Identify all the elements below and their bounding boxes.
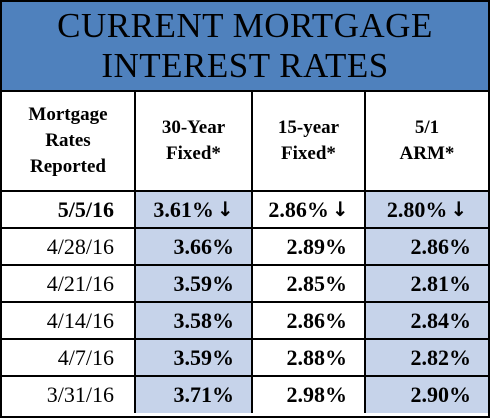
header-15-year: 15-year Fixed* [252,92,366,192]
title-banner: CURRENT MORTGAGE INTEREST RATES [2,2,488,92]
header-date-line-2: Rates [45,130,91,151]
down-arrow-icon: ↓ [450,196,468,221]
rate-30-year-cell: 3.61% ↓ [135,191,253,229]
rate-15-year: 2.86% [268,196,329,222]
header-15-year-line-2: Fixed* [281,143,336,164]
rate-arm: 2.84% [365,302,488,340]
rate-30-year: 3.59% [135,339,253,377]
header-date: Mortgage Rates Reported [2,92,136,192]
header-30-year-line-2: Fixed* [166,143,221,164]
header-30-year-line-1: 30-Year [161,117,226,138]
header-arm-line-1: 5/1 [414,117,440,138]
table-row: 4/28/16 3.66% 2.89% 2.86% [2,228,488,266]
row-date: 4/21/16 [2,265,136,303]
rate-30-year: 3.71% [135,376,253,413]
header-date-line-3: Reported [30,156,106,177]
rate-arm: 2.82% [365,339,488,377]
rate-30-year: 3.58% [135,302,253,340]
rate-arm: 2.80% [386,196,448,222]
rate-arm: 2.90% [365,376,488,413]
table-header-row: Mortgage Rates Reported 30-Year Fixed* 1… [2,92,488,192]
table-row: 4/21/16 3.59% 2.85% 2.81% [2,265,488,303]
rate-15-year: 2.86% [252,302,366,340]
title-line-2: INTEREST RATES [101,46,389,85]
rate-15-year: 2.89% [252,228,366,266]
down-arrow-icon: ↓ [331,196,349,221]
table-row: 4/7/16 3.59% 2.88% 2.82% [2,339,488,377]
rates-table: Mortgage Rates Reported 30-Year Fixed* 1… [2,92,488,413]
table-row-current: 5/5/16 3.61% ↓ 2.86% ↓ 2.80% ↓ [2,191,488,229]
row-date: 4/7/16 [2,339,136,377]
rate-arm-cell: 2.80% ↓ [365,191,488,229]
rate-30-year: 3.66% [135,228,253,266]
rate-arm: 2.81% [365,265,488,303]
header-15-year-line-1: 15-year [277,117,340,138]
header-30-year: 30-Year Fixed* [135,92,253,192]
header-arm: 5/1 ARM* [365,92,488,192]
rate-15-year: 2.85% [252,265,366,303]
table-row: 3/31/16 3.71% 2.98% 2.90% [2,376,488,413]
header-arm-line-2: ARM* [399,143,455,164]
row-date: 4/28/16 [2,228,136,266]
row-date: 3/31/16 [2,376,136,413]
down-arrow-icon: ↓ [216,196,234,221]
rate-15-year: 2.98% [252,376,366,413]
rate-30-year: 3.59% [135,265,253,303]
header-date-line-1: Mortgage [28,104,108,125]
table-row: 4/14/16 3.58% 2.86% 2.84% [2,302,488,340]
rate-30-year: 3.61% [153,196,214,222]
rate-15-year-cell: 2.86% ↓ [252,191,366,229]
row-date: 4/14/16 [2,302,136,340]
row-date: 5/5/16 [2,191,136,229]
title-line-1: CURRENT MORTGAGE [57,6,433,45]
rate-15-year: 2.88% [252,339,366,377]
rate-arm: 2.86% [365,228,488,266]
